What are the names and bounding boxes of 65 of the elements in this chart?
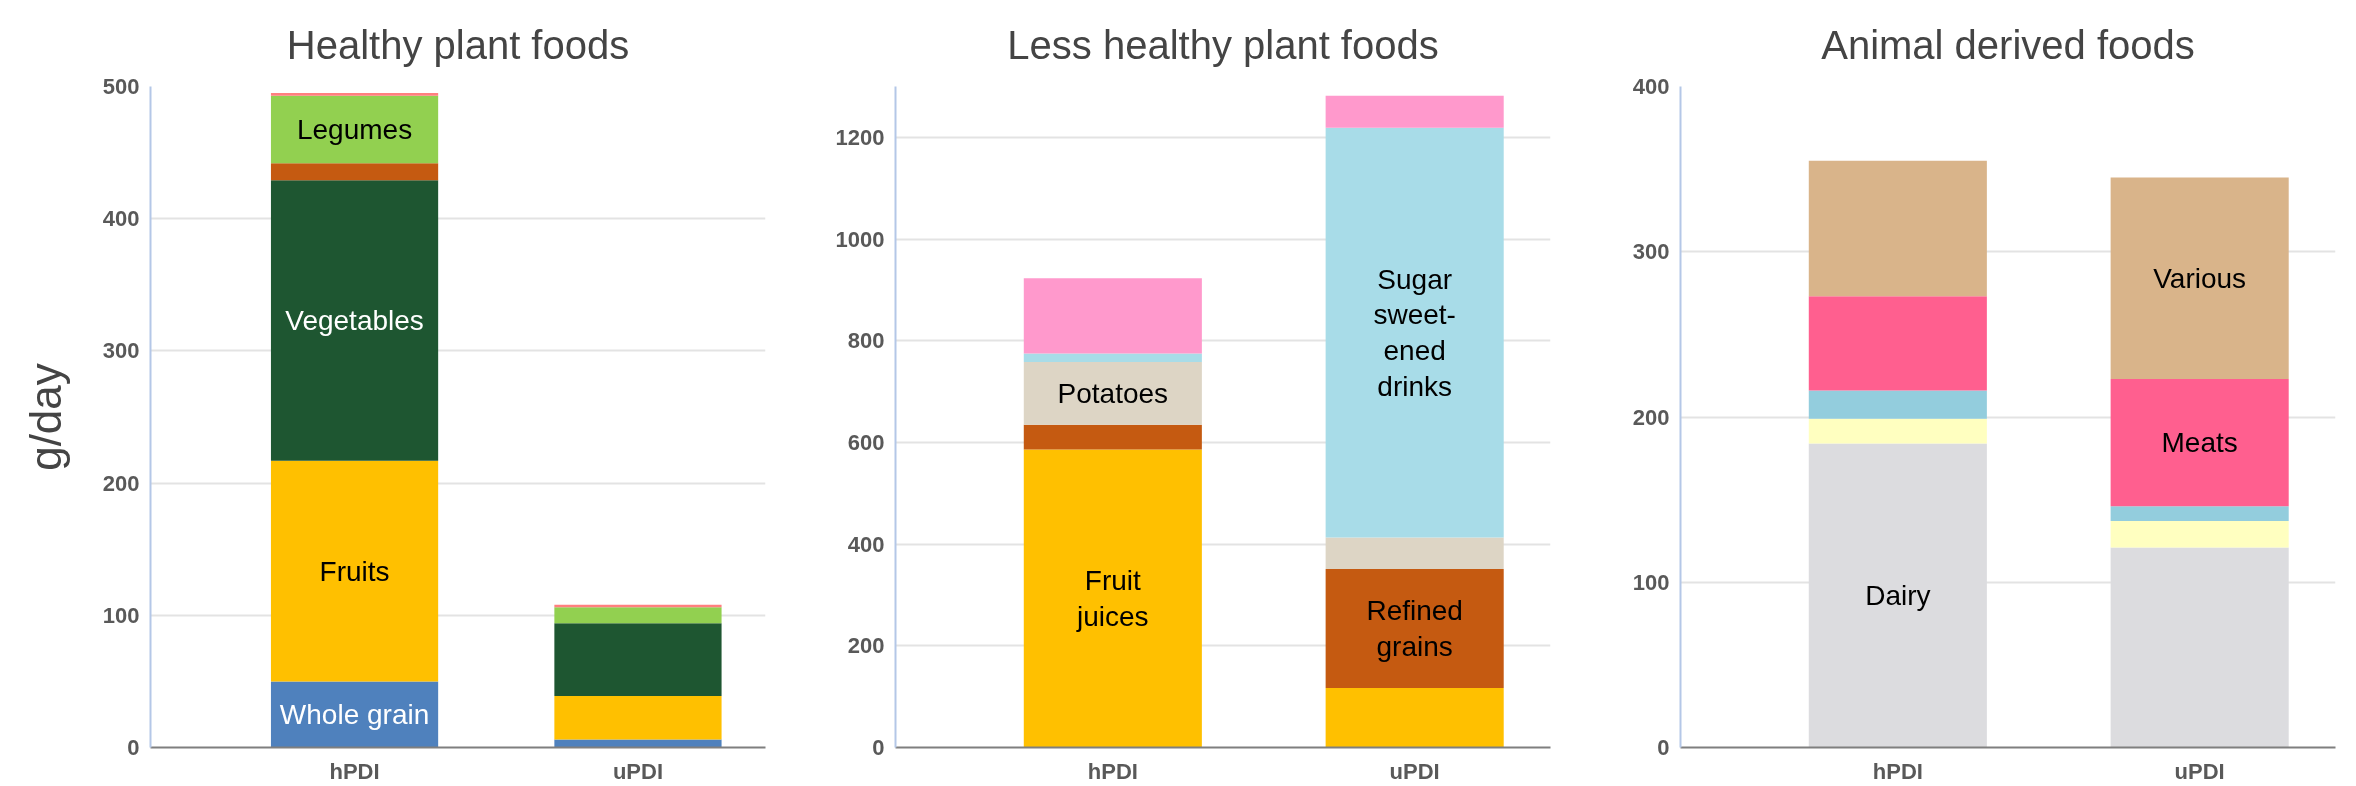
y-axis-title: g/day	[20, 363, 70, 471]
y-tick-label: 200	[1632, 404, 1670, 430]
x-tick-label: hPDI	[1872, 758, 1923, 784]
bar	[1325, 688, 1504, 748]
series-label: Meats	[2161, 427, 2238, 459]
chart-title: Healthy plant foods	[286, 22, 630, 67]
y-tick-label: 1200	[835, 124, 885, 150]
bar	[270, 163, 439, 181]
x-tick-label: hPDI	[329, 758, 380, 784]
bar	[1023, 424, 1202, 450]
y-tick-label: 100	[1632, 569, 1670, 595]
y-tick-label: 200	[102, 470, 140, 496]
y-tick-label: 500	[102, 74, 140, 99]
bar	[1023, 278, 1202, 354]
series-label: Dairy	[1865, 579, 1931, 611]
x-tick-label: uPDI	[2174, 758, 2225, 784]
series-label: Potatoes	[1057, 377, 1169, 409]
bar	[554, 623, 722, 696]
bar	[1325, 569, 1504, 689]
bar	[1808, 390, 1987, 419]
bar	[270, 460, 439, 682]
bar	[270, 180, 439, 461]
series-label: Vegetables	[285, 304, 424, 336]
series-label: Fruit juices	[1076, 565, 1149, 632]
y-tick-label: 1000	[835, 226, 885, 252]
x-tick-label: uPDI	[1389, 758, 1440, 784]
bar	[1023, 362, 1202, 425]
y-tick-label: 400	[847, 531, 885, 557]
bar	[270, 93, 439, 96]
y-tick-label: 0	[872, 735, 885, 760]
x-tick-label: uPDI	[612, 758, 664, 784]
y-tick-label: 100	[102, 602, 140, 628]
y-tick-label: 300	[102, 338, 140, 364]
series-label: Whole grain	[279, 698, 430, 730]
y-tick-label: 300	[1632, 239, 1670, 265]
bar	[1023, 449, 1202, 748]
bar	[1808, 160, 1987, 297]
bar	[1325, 95, 1504, 128]
bar	[1808, 418, 1987, 444]
bar	[1325, 537, 1504, 570]
bar	[1023, 353, 1202, 363]
series-label: Various	[2153, 262, 2247, 294]
y-tick-label: 0	[1657, 735, 1670, 760]
y-tick-label: 400	[1632, 74, 1670, 99]
y-tick-label: 600	[847, 429, 885, 455]
bar	[554, 607, 722, 624]
bar	[1325, 127, 1504, 538]
bar	[2110, 506, 2289, 522]
y-tick-label: 0	[127, 735, 140, 760]
chart-title: Animal derived foods	[1821, 22, 2195, 67]
bar	[2110, 378, 2289, 507]
bar	[270, 95, 439, 164]
x-tick-label: hPDI	[1087, 758, 1138, 784]
bar	[1808, 296, 1987, 391]
y-tick-label: 800	[847, 328, 885, 354]
series-label: Sugar sweet- ened drinks	[1373, 263, 1456, 402]
series-label: Fruits	[319, 555, 390, 587]
series-label: Refined grains	[1366, 595, 1463, 662]
bar	[554, 695, 722, 740]
bar	[2110, 177, 2289, 379]
y-tick-label: 200	[847, 633, 885, 659]
y-tick-label: 400	[102, 206, 140, 232]
series-label: Legumes	[296, 113, 413, 145]
bar	[2110, 521, 2289, 548]
chart-title: Less healthy plant foods	[1007, 22, 1439, 67]
